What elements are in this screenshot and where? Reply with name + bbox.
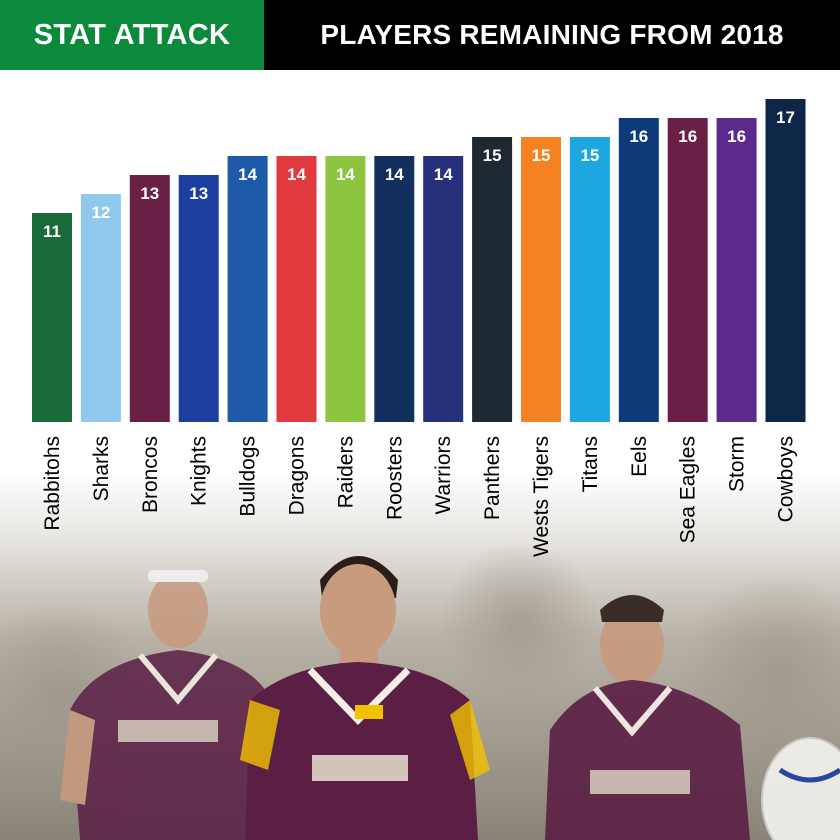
player-right [545, 595, 840, 840]
category-label: Storm [726, 436, 749, 492]
rugby-players-photo-icon [0, 470, 840, 840]
category-label: Broncos [139, 436, 162, 513]
chart-heading: PLAYERS REMAINING FROM 2018 [264, 0, 840, 70]
category-label: Titans [579, 436, 602, 492]
bar-roosters [374, 156, 415, 422]
bar-value-label: 11 [43, 222, 61, 241]
players-photo [0, 470, 840, 840]
category-label: Bulldogs [237, 436, 260, 517]
player-center [240, 556, 490, 840]
bar-value-label: 14 [238, 165, 257, 184]
bar-wests-tigers [521, 137, 561, 422]
bar-raiders [325, 156, 366, 422]
category-label: Wests Tigers [530, 436, 553, 557]
bar-dragons [276, 156, 317, 422]
bar-value-label: 15 [483, 146, 502, 165]
bar-value-label: 16 [629, 127, 648, 146]
category-label: Warriors [432, 436, 455, 515]
bar-sharks [80, 194, 121, 422]
header: STAT ATTACK PLAYERS REMAINING FROM 2018 [0, 0, 840, 70]
bar-broncos [129, 175, 170, 422]
bar-titans [569, 137, 610, 422]
bar-value-label: 15 [532, 146, 551, 165]
category-label: Knights [188, 436, 211, 506]
player-left [60, 570, 275, 840]
bar-value-label: 14 [287, 165, 306, 184]
bar-rabbitohs [32, 213, 72, 422]
bar-knights [178, 175, 219, 422]
bar-chart: 11 12 13 13 14 14 14 14 14 15 15 15 16 16 16 17 Rabbito… [32, 99, 806, 557]
category-label: Sharks [90, 436, 113, 501]
bar-value-label: 13 [189, 184, 208, 203]
category-labels-group: Rabbitohs Sharks Broncos Knights Bulldogs Dra… [41, 436, 798, 557]
bar-value-label: 14 [434, 165, 453, 184]
bar-sea-eagles [667, 118, 708, 422]
category-label: Dragons [286, 436, 309, 515]
bar-value-label: 16 [727, 127, 746, 146]
stat-attack-label: STAT ATTACK [0, 0, 264, 70]
category-label: Sea Eagles [677, 436, 700, 543]
bar-value-label: 16 [678, 127, 697, 146]
bar-value-label: 17 [776, 108, 795, 127]
bar-eels [618, 118, 659, 422]
bar-bulldogs [227, 156, 268, 422]
bar-panthers [472, 137, 513, 422]
bar-value-label: 15 [580, 146, 599, 165]
category-label: Eels [628, 436, 651, 477]
bar-value-label: 14 [336, 165, 355, 184]
category-label: Cowboys [775, 436, 798, 522]
category-label: Rabbitohs [41, 436, 64, 531]
bar-cowboys [765, 99, 806, 422]
category-label: Raiders [334, 436, 357, 508]
bars-group: 11 12 13 13 14 14 14 14 14 15 15 15 16 16 16 17 [32, 99, 806, 422]
bar-storm [716, 118, 757, 422]
bar-value-label: 13 [140, 184, 159, 203]
bar-value-label: 12 [91, 203, 110, 222]
category-label: Panthers [481, 436, 504, 520]
bar-warriors [423, 156, 464, 422]
category-label: Roosters [383, 436, 406, 520]
bar-value-label: 14 [385, 165, 404, 184]
